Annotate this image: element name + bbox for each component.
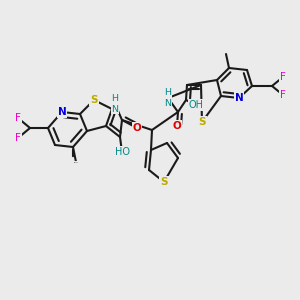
Text: O: O <box>133 123 141 133</box>
Text: methyl: methyl <box>74 161 78 163</box>
Text: HO: HO <box>115 147 130 157</box>
Text: H
N: H N <box>164 88 172 108</box>
Text: N: N <box>235 93 243 103</box>
Text: F: F <box>280 72 286 82</box>
Text: F: F <box>15 133 21 143</box>
Text: F: F <box>15 113 21 123</box>
Text: S: S <box>198 117 206 127</box>
Text: H
N: H N <box>112 94 118 114</box>
Text: F: F <box>280 90 286 100</box>
Text: N: N <box>58 107 66 117</box>
Text: S: S <box>90 95 98 105</box>
Text: O: O <box>172 121 182 131</box>
Text: S: S <box>160 177 168 187</box>
Text: OH: OH <box>188 100 203 110</box>
